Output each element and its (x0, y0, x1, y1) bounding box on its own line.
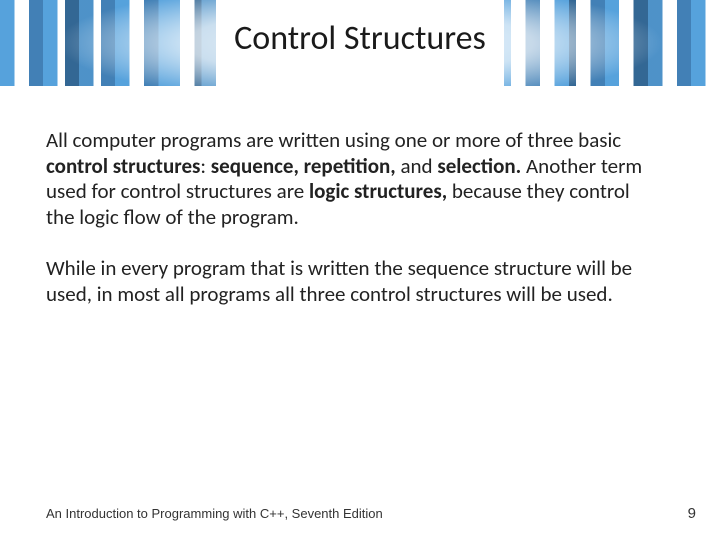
slide-title: Control Structures (0, 18, 720, 59)
p1-bold-selection: selection. (437, 153, 521, 179)
p1-seg2: : (200, 153, 210, 179)
p1-bold-control-structures: control structures (46, 153, 200, 179)
p1-seg1: All computer programs are written using … (46, 127, 621, 153)
p1-bold-sequence-repetition: sequence, repetition, (211, 153, 396, 179)
slide-footer: An Introduction to Programming with C++,… (46, 505, 696, 522)
p1-bold-logic-structures: logic structures, (309, 178, 447, 204)
page-number: 9 (688, 505, 696, 522)
paragraph-2: While in every program that is written t… (46, 256, 660, 307)
paragraph-1: All computer programs are written using … (46, 128, 660, 230)
slide-body: All computer programs are written using … (46, 128, 660, 308)
p1-seg3: and (396, 153, 438, 179)
footer-text: An Introduction to Programming with C++,… (46, 506, 383, 521)
